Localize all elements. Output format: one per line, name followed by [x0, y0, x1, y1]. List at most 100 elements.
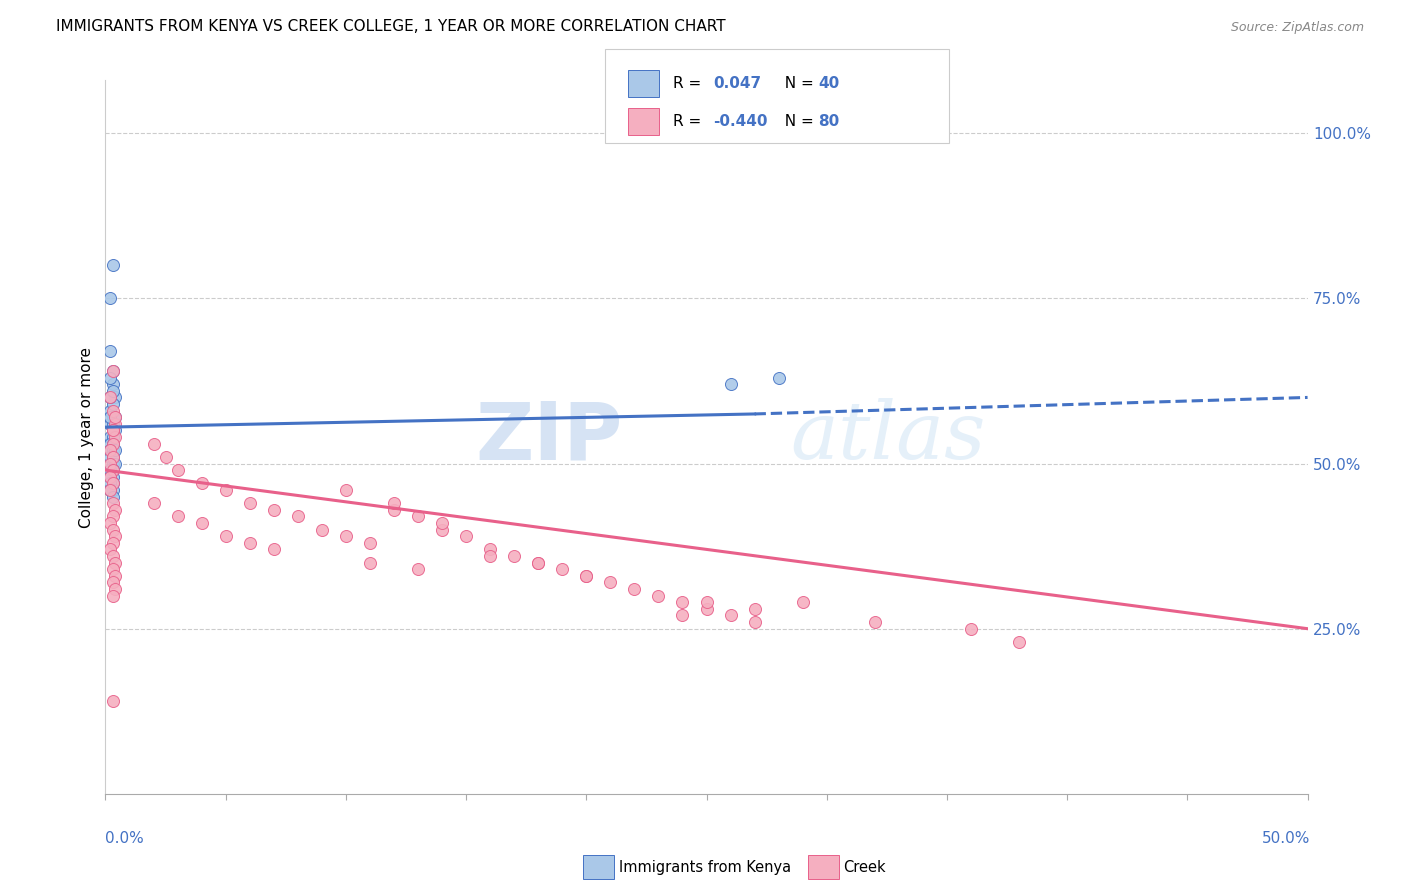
Text: 50.0%: 50.0% — [1263, 831, 1310, 846]
Point — [623, 582, 645, 596]
Point — [101, 424, 124, 438]
Point — [101, 483, 124, 497]
Point — [359, 536, 381, 550]
Point — [101, 410, 124, 425]
Point — [101, 575, 124, 590]
Point — [104, 417, 127, 431]
Text: -0.440: -0.440 — [713, 114, 768, 128]
Point — [98, 483, 121, 497]
Point — [1008, 635, 1031, 649]
Text: 0.0%: 0.0% — [105, 831, 145, 846]
Point — [239, 536, 262, 550]
Point — [101, 536, 124, 550]
Point — [744, 615, 766, 629]
Point — [382, 496, 405, 510]
Point — [335, 529, 357, 543]
Point — [101, 397, 124, 411]
Point — [101, 549, 124, 563]
Point — [101, 424, 124, 438]
Point — [101, 258, 124, 272]
Point — [101, 384, 124, 398]
Point — [104, 569, 127, 583]
Point — [98, 483, 121, 497]
Point — [101, 424, 124, 438]
Point — [190, 476, 212, 491]
Point — [263, 502, 285, 516]
Point — [527, 556, 550, 570]
Text: ZIP: ZIP — [475, 398, 623, 476]
Point — [98, 410, 121, 425]
Point — [98, 403, 121, 417]
Point — [479, 542, 502, 557]
Text: atlas: atlas — [790, 399, 986, 475]
Point — [155, 450, 177, 464]
Point — [104, 582, 127, 596]
Point — [101, 694, 124, 708]
Point — [101, 490, 124, 504]
Text: R =: R = — [673, 114, 707, 128]
Point — [101, 430, 124, 444]
Y-axis label: College, 1 year or more: College, 1 year or more — [79, 347, 94, 527]
Point — [696, 602, 718, 616]
Point — [142, 496, 165, 510]
Point — [101, 476, 124, 491]
Point — [503, 549, 526, 563]
Point — [101, 562, 124, 576]
Point — [671, 595, 693, 609]
Point — [98, 516, 121, 530]
Point — [430, 523, 453, 537]
Point — [527, 556, 550, 570]
Point — [359, 556, 381, 570]
Point — [647, 589, 669, 603]
Point — [101, 450, 124, 464]
Point — [98, 463, 121, 477]
Point — [311, 523, 333, 537]
Point — [101, 403, 124, 417]
Point — [335, 483, 357, 497]
Point — [98, 391, 121, 405]
Point — [98, 457, 121, 471]
Point — [98, 443, 121, 458]
Point — [98, 370, 121, 384]
Point — [98, 443, 121, 458]
Point — [863, 615, 886, 629]
Point — [98, 344, 121, 359]
Point — [575, 569, 598, 583]
Point — [101, 377, 124, 392]
Point — [104, 391, 127, 405]
Point — [104, 410, 127, 425]
Text: R =: R = — [673, 76, 707, 91]
Point — [101, 450, 124, 464]
Point — [98, 436, 121, 450]
Point — [98, 476, 121, 491]
Point — [98, 542, 121, 557]
Text: 80: 80 — [818, 114, 839, 128]
Point — [744, 602, 766, 616]
Point — [98, 291, 121, 305]
Point — [960, 622, 983, 636]
Point — [104, 410, 127, 425]
Point — [575, 569, 598, 583]
Point — [101, 364, 124, 378]
Point — [104, 529, 127, 543]
Point — [104, 430, 127, 444]
Point — [142, 436, 165, 450]
Text: Immigrants from Kenya: Immigrants from Kenya — [619, 860, 790, 874]
Point — [190, 516, 212, 530]
Point — [98, 430, 121, 444]
Text: Creek: Creek — [844, 860, 886, 874]
Point — [98, 469, 121, 483]
Point — [263, 542, 285, 557]
Point — [101, 463, 124, 477]
Point — [98, 469, 121, 483]
Point — [98, 391, 121, 405]
Point — [98, 450, 121, 464]
Point — [104, 556, 127, 570]
Point — [104, 457, 127, 471]
Point — [382, 502, 405, 516]
Point — [101, 417, 124, 431]
Point — [101, 476, 124, 491]
Point — [720, 377, 742, 392]
Text: 0.047: 0.047 — [713, 76, 761, 91]
Point — [166, 509, 188, 524]
